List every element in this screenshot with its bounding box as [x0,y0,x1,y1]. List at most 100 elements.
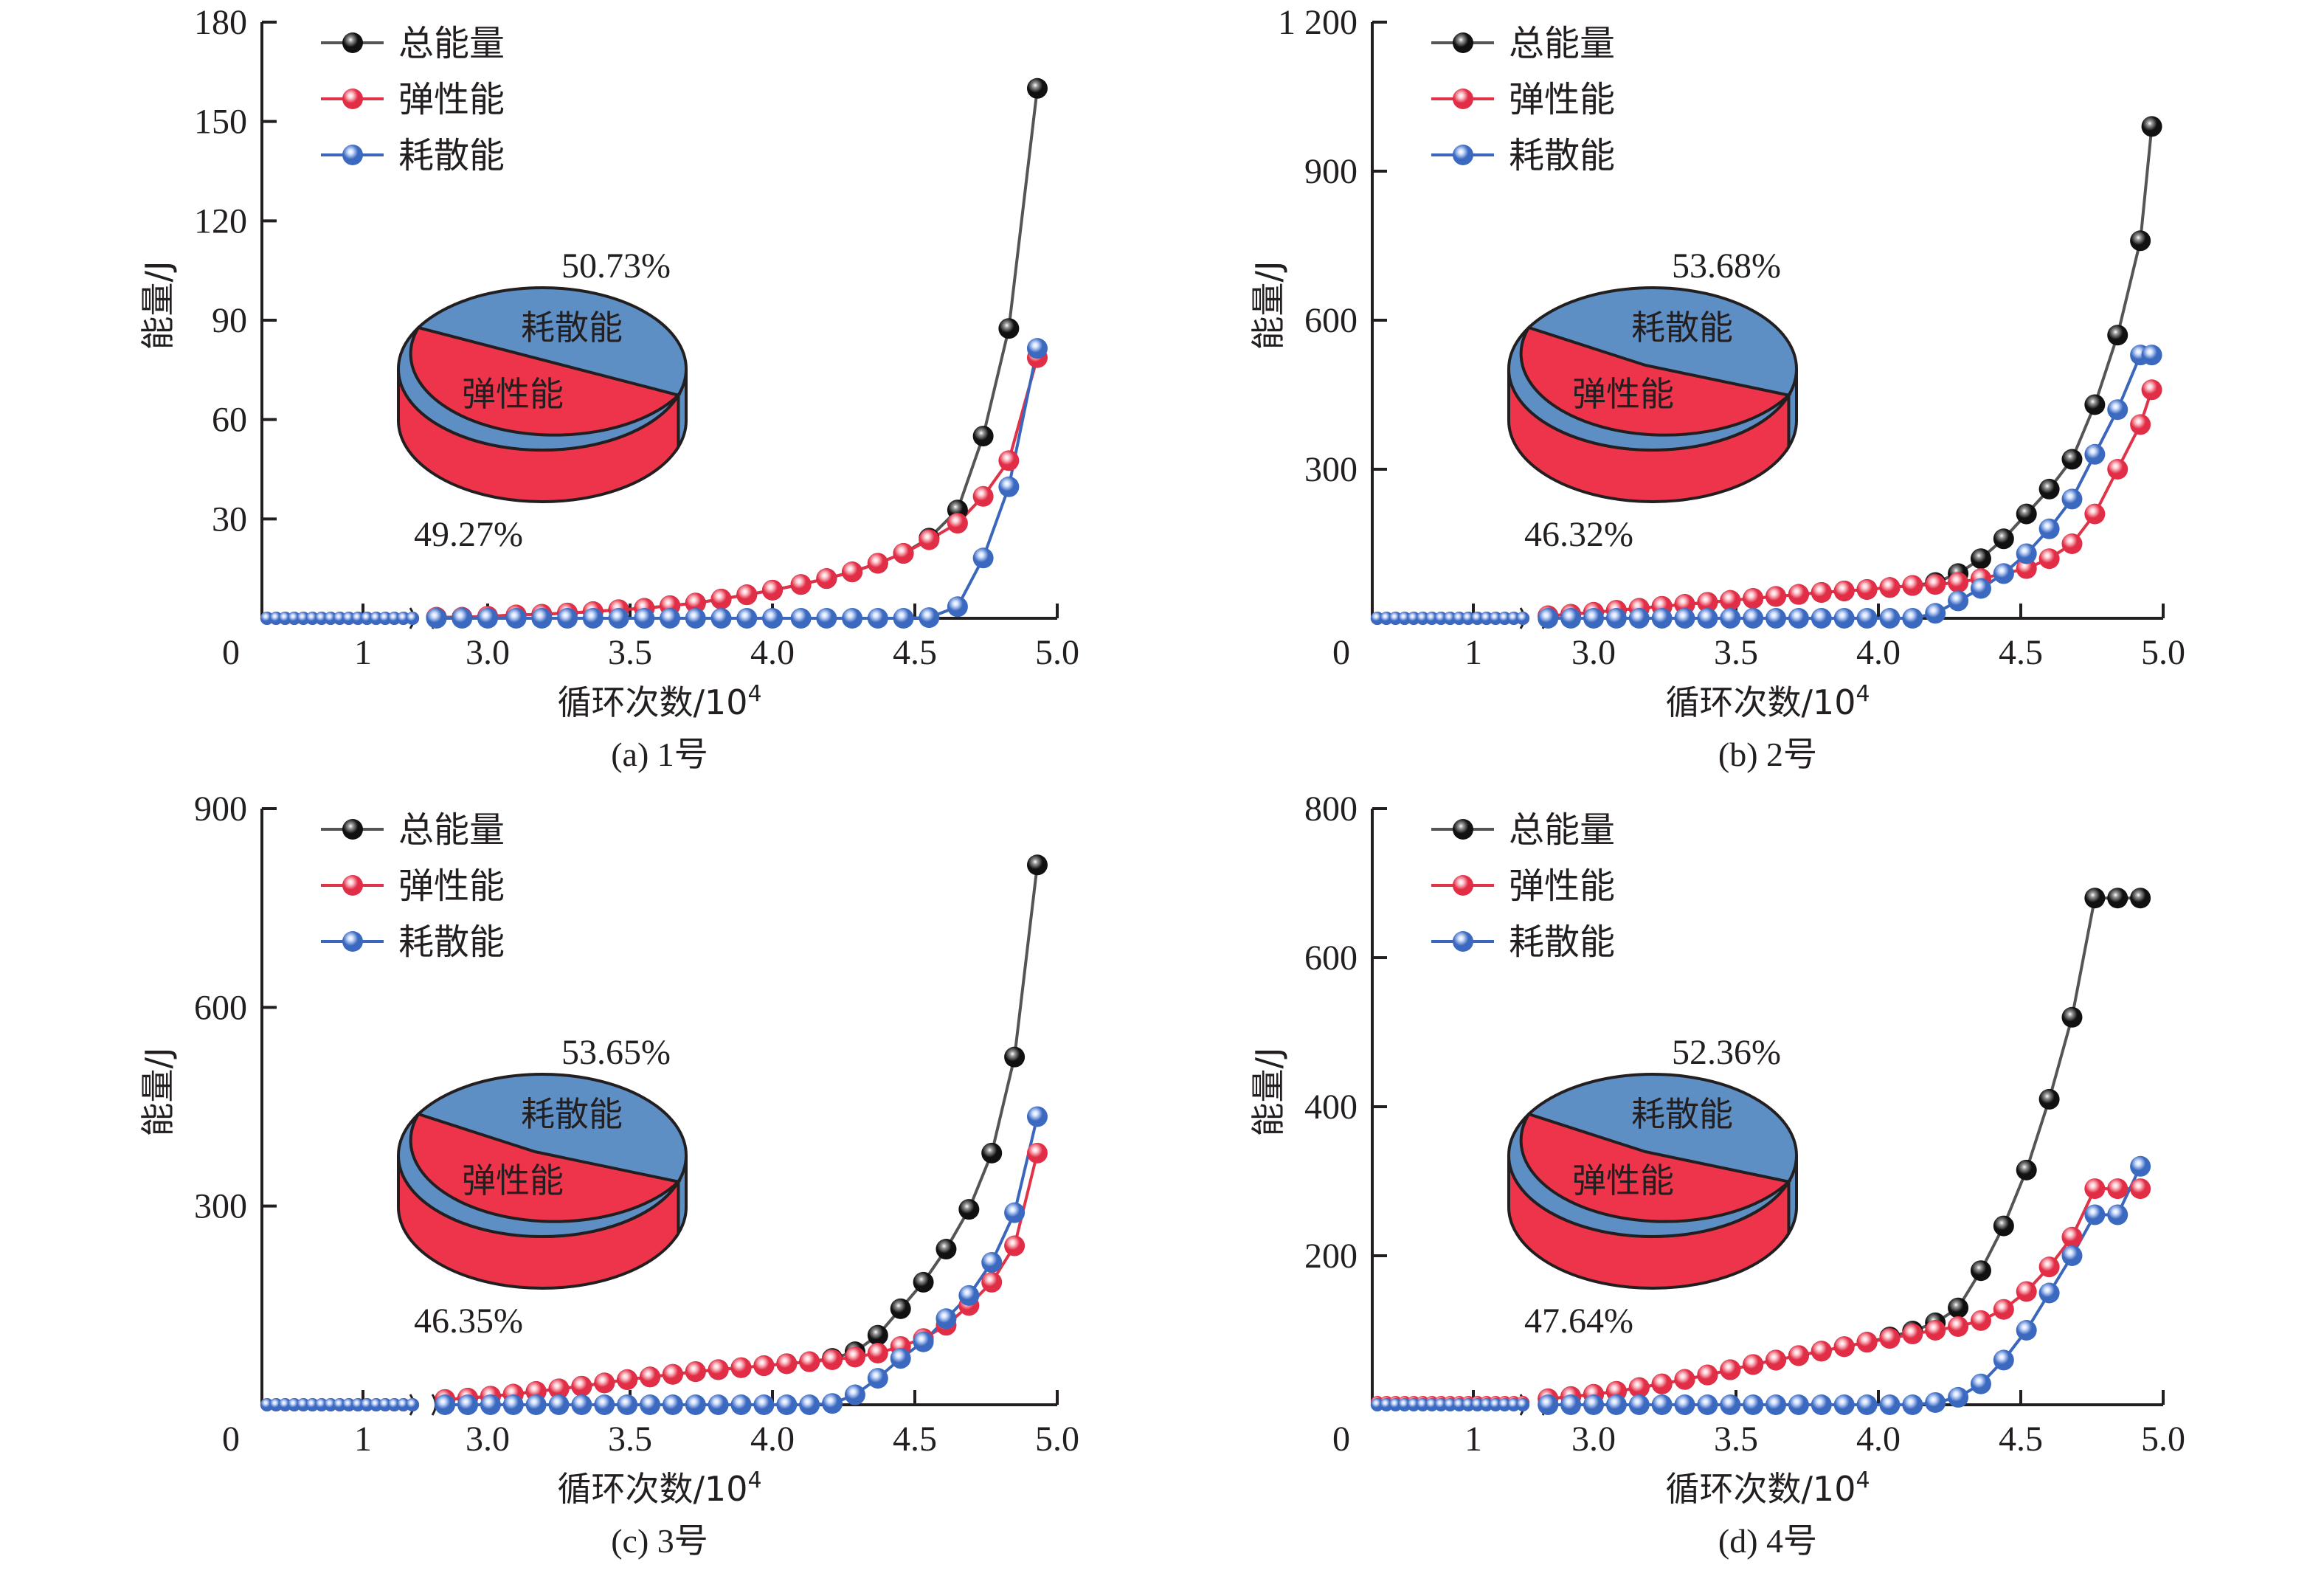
dissipated-energy-point [936,1308,957,1330]
dissipated-energy-point [1026,338,1048,359]
y-axis-title: 能量/J [138,1047,178,1136]
dissipated-energy-point-left [406,1398,420,1411]
dissipated-energy-point-left [1370,1398,1384,1411]
total-energy-point [913,1271,934,1293]
dissipated-energy-point [1026,1106,1048,1127]
dissipated-energy-point [2084,1204,2106,1225]
y-tick-label: 30 [212,499,247,539]
pie-label-dissipated: 耗散能 [1631,1094,1733,1134]
dissipated-energy-point-left [396,612,410,625]
elastic-energy-point [2038,1256,2060,1278]
dissipated-energy-point-left [1416,612,1430,625]
x-tick-label: 4.5 [1999,633,2043,672]
dissipated-energy-point [1879,608,1901,629]
dissipated-energy-point [776,1394,798,1415]
x-tick-label: 1 [354,1420,372,1459]
dissipated-energy-point-left [1425,612,1439,625]
x-tick-label: 5.0 [2141,1420,2185,1459]
dissipated-energy-point-left [1397,612,1411,625]
dissipated-energy-point [2061,488,2083,510]
dissipated-energy-point [1674,1394,1695,1415]
dissipated-energy-point [867,608,888,629]
x-axis-title: 循环次数/104 [1665,1467,1870,1509]
dissipated-energy-point [1651,1394,1673,1415]
dissipated-energy-point-left [378,612,392,625]
dissipated-energy-point [662,1394,683,1415]
elastic-energy-point [736,584,758,606]
dissipated-energy-point-left [378,1398,392,1411]
dissipated-energy-point-left [333,1398,347,1411]
x-tick-label: 1 [1464,1420,1482,1459]
dissipated-energy-point-left [260,1398,274,1411]
legend-marker [342,32,363,53]
x-tick-label: 1 [1464,633,1482,672]
total-energy-point [2038,1088,2060,1110]
dissipated-energy-point-left [1370,612,1384,625]
elastic-energy-point [1674,1369,1695,1390]
elastic-energy-point [710,588,732,609]
x-axis-title: 循环次数/104 [557,1467,761,1509]
dissipated-energy-point-left [1516,612,1530,625]
dissipated-energy-point-left [1516,1398,1530,1411]
dissipated-energy-point [1720,608,1741,629]
dissipated-energy-point [1697,1394,1718,1415]
elastic-energy-point [2016,558,2037,579]
dissipated-energy-point [867,1368,888,1389]
total-energy-point [936,1239,957,1260]
y-axis-title: 能量/J [1248,260,1288,350]
dissipated-energy-point-left [1416,1398,1430,1411]
total-energy-point [2061,1006,2083,1028]
x-tick-label: 3.0 [466,633,510,672]
total-energy-point [1026,854,1048,876]
x-tick-label: 4.0 [750,633,795,672]
legend-marker [342,875,363,896]
total-energy-point [1026,77,1048,99]
dissipated-energy-point-left [369,1398,383,1411]
elastic-energy-point [548,1378,570,1400]
legend-marker [342,145,363,165]
dissipated-energy-point-left [324,1398,338,1411]
elastic-energy-point [1811,1341,1832,1362]
dissipated-energy-point-left [406,612,420,625]
elastic-energy-point [844,1346,865,1368]
dissipated-energy-point [1674,608,1695,629]
elastic-energy-line [1548,389,2154,618]
elastic-energy-point [2084,1178,2106,1200]
dissipated-energy-point-left [396,1398,410,1411]
y-tick-label: 300 [194,1187,247,1226]
elastic-energy-point [1948,1316,1969,1337]
x-tick-label: 4.0 [750,1420,795,1459]
elastic-energy-point [1788,1345,1809,1366]
dissipated-energy-point [660,608,681,629]
dissipated-energy-point [1970,1373,1991,1394]
total-energy-point [972,426,994,447]
panel-caption: (c) 3号 [611,1522,708,1560]
y-tick-label: 800 [1304,789,1358,829]
elastic-energy-point [1879,577,1901,598]
x-tick-label: 5.0 [1035,633,1079,672]
x-tick-label: 4.0 [1856,1420,1901,1459]
dissipated-energy-point [1993,1349,2014,1371]
dissipated-energy-point-left [369,612,383,625]
panel-caption: (a) 1号 [611,736,708,773]
y-tick-label: 600 [1304,938,1358,978]
dissipated-energy-point [480,1394,501,1415]
elastic-energy-point [1970,1310,1991,1331]
dissipated-energy-point [972,547,994,569]
y-tick-label: 400 [1304,1088,1358,1127]
chart-a: 0 30 60 90 120 150 180 1 3.0 3.5 4.0 4.5 5.0 循环次数/104… [138,3,1079,773]
pie-pct-dissipated: 53.65% [561,1033,671,1072]
dissipated-energy-point [753,1394,775,1415]
dissipated-energy-point-left [333,612,347,625]
legend-label: 总能量 [398,809,505,851]
dissipated-energy-point-left [1498,1398,1512,1411]
total-energy-point [1970,1260,1991,1282]
dissipated-energy-point-left [1425,1398,1439,1411]
dissipated-energy-point [1628,608,1650,629]
dissipated-energy-point [1970,578,1991,599]
elastic-energy-point [708,1359,729,1380]
dissipated-energy-point [1925,1392,1946,1413]
dissipated-energy-point [640,1394,661,1415]
